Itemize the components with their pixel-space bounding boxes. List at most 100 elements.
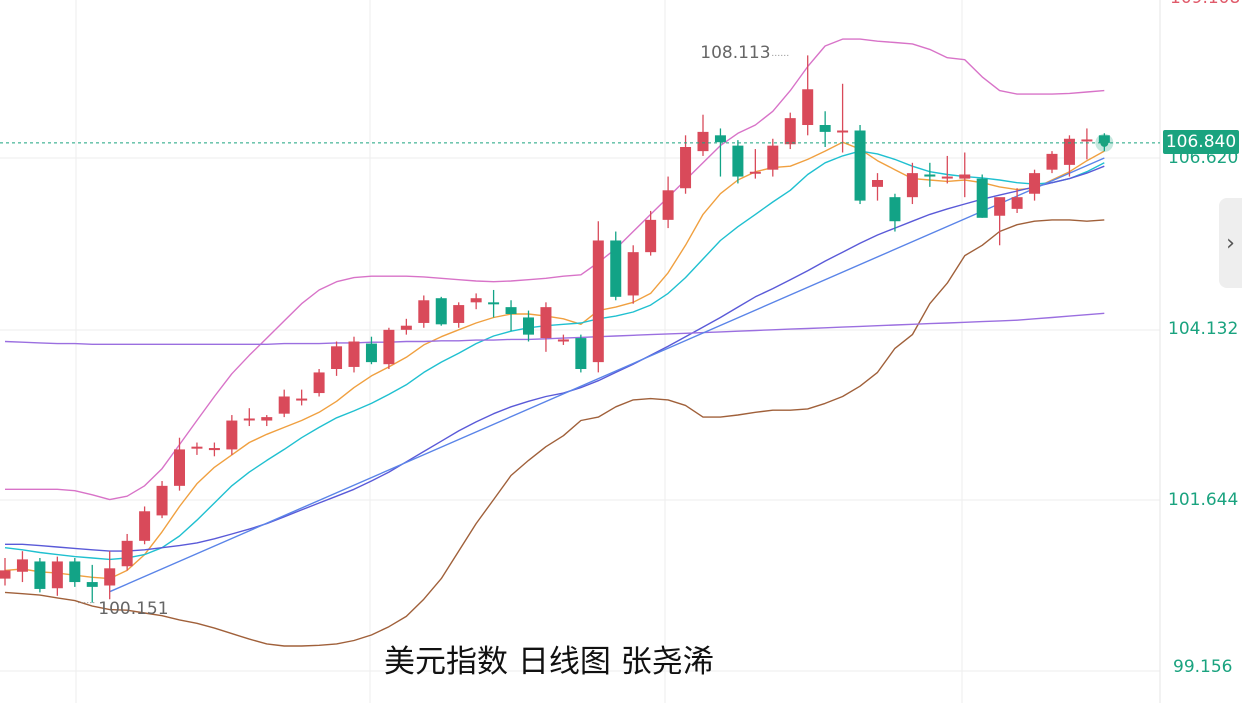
candle-body [488,302,500,305]
candle [523,310,534,342]
candle [697,114,709,156]
candle-body [819,125,831,132]
candle-body [435,298,447,325]
candle [889,193,901,232]
candle [994,197,1006,246]
y-axis-tick-label: 99.156 [1173,657,1233,677]
candle-body [16,559,28,572]
candle-body [296,398,308,401]
candle [400,318,412,335]
candle-body [174,449,185,486]
candle-body [331,346,343,370]
candle-body [365,343,377,363]
candle [453,302,465,328]
trendline-segment [109,157,1105,593]
candle [0,558,11,586]
candle-body [854,130,866,201]
candle-body [191,446,203,449]
candle-body [714,135,726,143]
current-price-dot [1100,138,1109,147]
candle [156,481,168,519]
candle-body [540,307,552,339]
grid-lines [0,0,1161,703]
candle-body [976,178,988,218]
candle [86,564,98,603]
candle [1063,135,1075,177]
candle [104,551,116,600]
candle [976,174,988,218]
candle [819,111,831,148]
candle [1011,188,1023,213]
candle-body [697,131,709,152]
candle-body [400,325,412,330]
candle-body [592,240,604,363]
candle-body [1063,138,1075,165]
candle [191,442,203,455]
current-price-tag: 106.840 [1163,130,1239,154]
candle-body [610,240,622,297]
candle [208,442,220,457]
candle-body [575,338,587,370]
candle [69,558,81,587]
axis-label-top-cut: 109.108 [1170,0,1240,8]
candle-body [837,130,849,133]
candle [906,162,918,205]
candle [505,300,517,332]
candle-body [313,372,325,394]
y-axis-tick-label: 101.644 [1168,490,1239,510]
candle [1029,169,1041,201]
series-line-ma-short [4,141,1105,580]
candle-body [208,448,220,451]
candle [174,437,185,491]
candle [767,138,779,177]
candle-body [34,561,46,589]
candle [313,369,325,397]
candle-body [453,305,465,323]
candle-body [662,190,674,220]
candle-body [418,300,430,323]
candle [470,293,482,310]
candle-body [261,417,273,421]
candle [575,334,587,373]
candle-body [348,341,360,367]
candle [51,556,63,596]
candle-body [1011,197,1023,209]
candle-body [69,561,81,583]
candle [540,302,552,352]
chart-caption: 美元指数 日线图 张尧浠 [384,644,714,680]
candle [348,336,360,373]
candle-body [802,89,814,126]
candle [802,55,814,136]
candle-body [732,145,744,177]
candle [226,415,238,455]
candle-body [0,570,11,579]
candle-body [784,118,796,145]
series-line-ma-200 [4,312,1105,345]
y-axis-tick-label: 104.132 [1168,319,1239,339]
candle-body [941,176,953,179]
series-line-ma-mid [4,150,1105,561]
candle [418,295,430,328]
candle [1046,151,1058,174]
candle [837,83,849,153]
candle [296,389,308,406]
candle [854,125,866,205]
candle [645,210,657,256]
candle [872,173,883,201]
candle-body [1046,153,1058,170]
candles [0,55,1110,603]
chevron-right-icon: › [1226,230,1235,256]
bollinger-bands [4,38,1105,647]
candle [557,334,569,345]
candle-body [627,252,639,296]
candle-body [86,582,98,587]
candle [488,289,500,318]
expand-panel-tab[interactable]: › [1219,198,1242,288]
candle-body [680,147,692,189]
candle-body [226,420,238,450]
candle-body [645,219,657,253]
annotation-low: 100.151 [98,598,169,619]
candle-body [243,418,255,421]
